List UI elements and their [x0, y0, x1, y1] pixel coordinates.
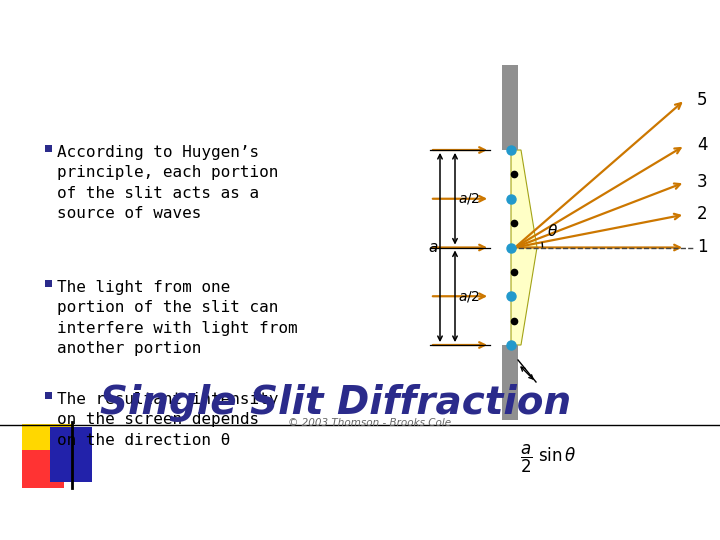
- Text: Single Slit Diffraction: Single Slit Diffraction: [100, 384, 571, 422]
- Bar: [502, 345, 518, 420]
- Text: © 2003 Thomson - Brooks Cole: © 2003 Thomson - Brooks Cole: [289, 418, 451, 428]
- Bar: [45, 392, 52, 399]
- Bar: [22, 450, 64, 488]
- Polygon shape: [511, 150, 537, 247]
- Text: 4: 4: [697, 137, 708, 154]
- Bar: [50, 427, 92, 482]
- Text: $a$: $a$: [428, 240, 438, 255]
- Text: 5: 5: [697, 91, 708, 109]
- Text: The resultant intensity
on the screen depends
on the direction θ: The resultant intensity on the screen de…: [57, 392, 279, 448]
- Polygon shape: [511, 247, 537, 345]
- Text: $\theta$: $\theta$: [547, 224, 558, 240]
- Text: $\dfrac{a}{2}\ \sin\theta$: $\dfrac{a}{2}\ \sin\theta$: [520, 443, 577, 475]
- Text: $a/2$: $a/2$: [458, 289, 480, 303]
- Bar: [45, 145, 52, 152]
- Text: $a/2$: $a/2$: [458, 191, 480, 206]
- Bar: [22, 424, 74, 472]
- Bar: [502, 65, 518, 150]
- Text: 2: 2: [697, 205, 708, 224]
- Text: 3: 3: [697, 173, 708, 191]
- Text: 1: 1: [697, 239, 708, 256]
- Text: The light from one
portion of the slit can
interfere with light from
another por: The light from one portion of the slit c…: [57, 280, 297, 356]
- Text: According to Huygen’s
principle, each portion
of the slit acts as a
source of wa: According to Huygen’s principle, each po…: [57, 145, 279, 221]
- Bar: [45, 280, 52, 287]
